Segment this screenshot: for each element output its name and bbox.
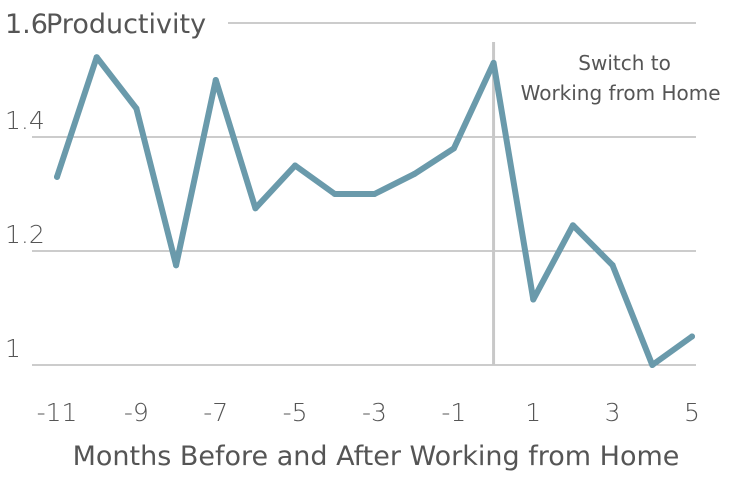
x-tick-label: -11 [37,398,78,427]
x-tick-label: 5 [684,398,700,427]
x-axis-ticks: -11 -9 -7 -5 -3 -1 1 3 5 [37,398,700,427]
data-point [450,145,457,152]
data-point [292,162,299,169]
y-axis-label: Productivity [46,9,206,40]
data-point [212,77,219,83]
data-point [530,296,537,303]
data-point [93,54,100,61]
data-point [54,173,60,180]
annotation-line-1: Switch to [578,51,671,75]
data-point [490,59,497,66]
data-point [411,171,418,178]
data-point [569,222,576,229]
x-tick-label: 1 [525,398,541,427]
series-points [54,54,695,368]
x-tick-label: -7 [203,398,228,427]
x-axis-label: Months Before and After Working from Hom… [73,441,680,472]
x-tick-label: -5 [283,398,308,427]
data-point [609,262,616,269]
data-point [371,191,378,197]
data-point [649,362,656,368]
y-axis-ticks: 1 1.2 1.4 1.6 [5,9,48,363]
data-point [689,333,695,340]
y-tick-label: 1 [5,334,21,363]
data-point [331,191,338,197]
x-tick-label: -3 [362,398,387,427]
data-point [133,105,140,112]
data-point [173,262,180,269]
x-tick-label: -1 [441,398,466,427]
data-point [252,205,259,212]
y-tick-label: 1.6 [5,9,48,40]
x-tick-label: 3 [605,398,621,427]
y-tick-label: 1.2 [5,220,45,249]
annotation-line-2: Working from Home [521,81,721,105]
y-tick-label: 1.4 [5,106,45,135]
x-tick-label: -9 [124,398,149,427]
